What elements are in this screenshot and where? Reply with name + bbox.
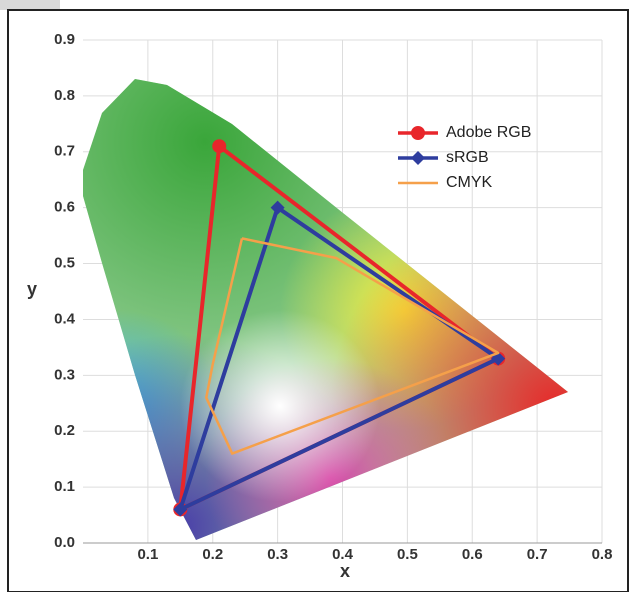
y-tick-label: 0.2 (54, 422, 75, 439)
legend-label: sRGB (446, 149, 489, 166)
y-tick-label: 0.4 (54, 310, 76, 327)
x-tick-label: 0.1 (137, 546, 158, 563)
y-tick-label: 0.1 (54, 478, 75, 495)
y-tick-label: 0.3 (54, 366, 75, 383)
legend-label: Adobe RGB (446, 124, 531, 141)
marker (270, 200, 285, 215)
y-tick-label: 0.5 (54, 255, 75, 272)
plot: 0.1 0.2 0.3 0.4 0.5 0.6 0.7 0.8 0.0 0.1 0.2 0.3 0.4 0… (54, 31, 612, 563)
y-tick-label: 0.9 (54, 31, 75, 48)
x-tick-label: 0.3 (267, 546, 288, 563)
series-line (178, 205, 500, 512)
x-tick-label: 0.8 (592, 546, 613, 563)
marker (411, 151, 425, 165)
x-tick-label: 0.6 (462, 546, 483, 563)
x-tick-label: 0.2 (202, 546, 223, 563)
x-tick-label: 0.7 (527, 546, 548, 563)
marker (411, 126, 425, 140)
x-tick-label: 0.4 (332, 546, 354, 563)
legend-label: CMYK (446, 174, 493, 191)
marker (173, 502, 188, 517)
x-axis-label: x (340, 561, 350, 581)
y-tick-label: 0.6 (54, 199, 75, 216)
x-tick-label: 0.5 (397, 546, 418, 563)
y-axis-label: y (27, 279, 37, 299)
y-tick-label: 0.0 (54, 534, 75, 551)
marker (212, 139, 227, 154)
frame (7, 9, 629, 592)
series-line (205, 237, 500, 455)
y-tick-label: 0.7 (54, 143, 75, 160)
corner-strip (0, 0, 60, 10)
y-tick-label: 0.8 (54, 87, 75, 104)
